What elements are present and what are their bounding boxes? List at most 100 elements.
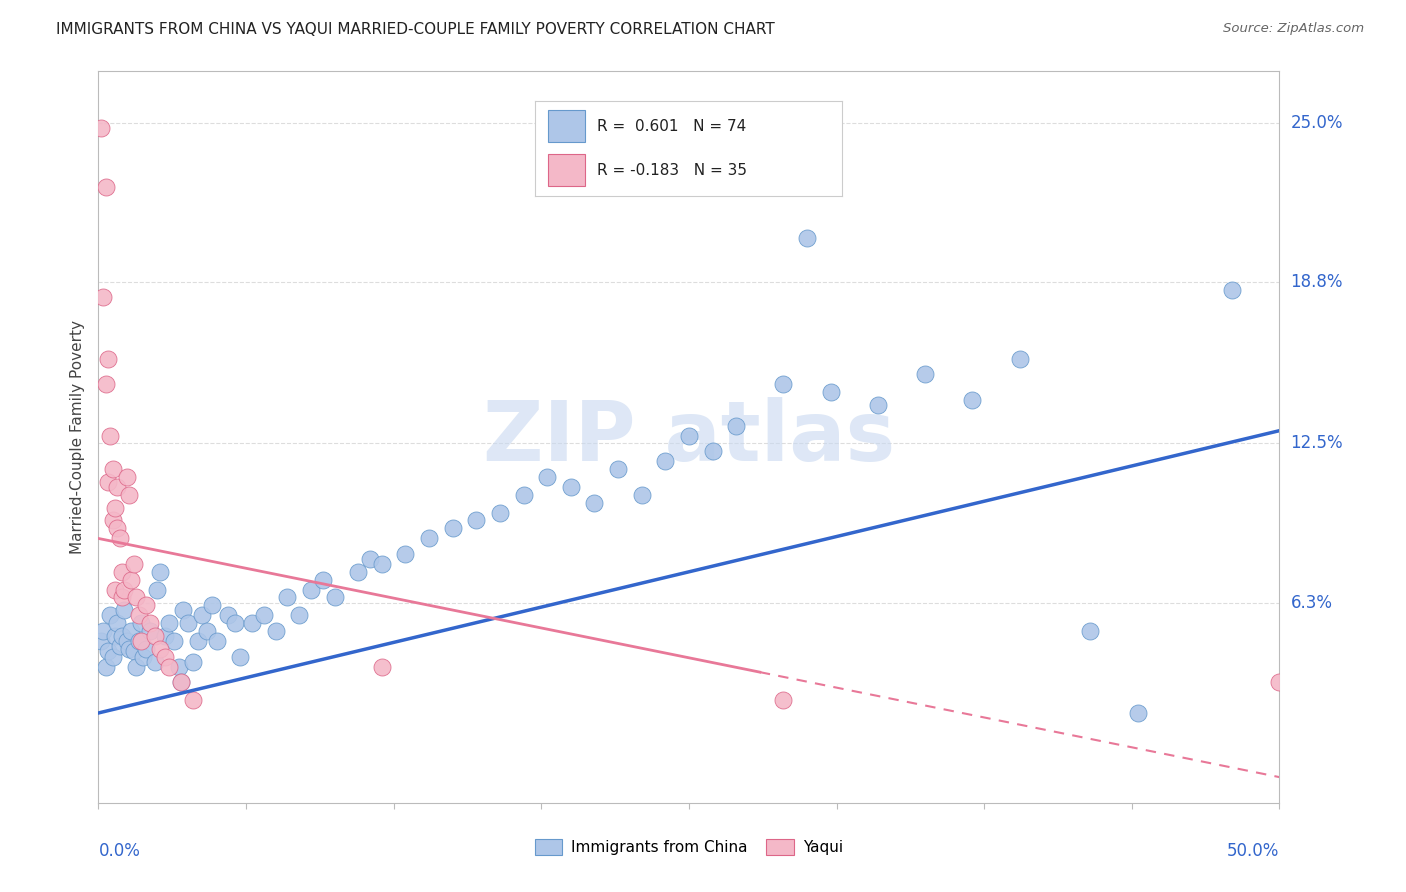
Point [139,616,162,631]
Point [105,616,128,631]
Point [866,398,889,412]
Point [105,480,128,494]
Point [725,418,748,433]
Point [181,655,204,669]
Point [129,616,152,631]
Point [1008,351,1031,366]
Point [149,565,172,579]
Point [630,488,652,502]
Text: ZIP atlas: ZIP atlas [482,397,896,477]
Point [312,573,335,587]
Point [132,649,155,664]
Point [153,629,176,643]
Y-axis label: Married-Couple Family Poverty: Married-Couple Family Poverty [70,320,86,554]
Point [108,639,131,653]
Point [654,454,676,468]
Point [276,591,298,605]
Point [163,634,186,648]
Point [101,649,124,664]
Point [118,641,141,656]
Point [702,444,724,458]
Point [371,660,394,674]
Point [115,470,138,484]
Point [146,582,169,597]
Point [105,521,128,535]
Point [394,547,416,561]
Point [125,660,148,674]
Point [101,514,124,528]
Point [1268,675,1291,690]
Point [94,660,117,674]
Point [122,557,145,571]
Point [1126,706,1149,720]
Point [112,603,135,617]
Point [94,377,117,392]
Point [125,591,148,605]
Point [796,231,818,245]
Point [121,624,143,638]
Text: 12.5%: 12.5% [1291,434,1343,452]
Text: 25.0%: 25.0% [1291,113,1343,132]
Text: 6.3%: 6.3% [1291,593,1333,612]
Text: 50.0%: 50.0% [1227,842,1279,860]
Point [108,532,131,546]
Point [98,429,121,443]
Point [135,641,157,656]
Point [139,624,162,638]
Point [1080,624,1102,638]
Point [170,675,193,690]
Point [112,582,135,597]
Point [98,608,121,623]
Point [111,565,134,579]
Point [205,634,228,648]
Point [583,495,606,509]
Point [128,608,150,623]
Point [97,351,120,366]
Point [149,641,172,656]
Point [91,624,114,638]
Legend: Immigrants from China, Yaqui: Immigrants from China, Yaqui [529,833,849,861]
Point [264,624,287,638]
Point [97,644,120,658]
Text: 18.8%: 18.8% [1291,273,1343,291]
Point [224,616,246,631]
Point [128,634,150,648]
Point [122,644,145,658]
Point [90,120,112,135]
Text: Source: ZipAtlas.com: Source: ZipAtlas.com [1223,22,1364,36]
Point [253,608,276,623]
Point [607,462,630,476]
Point [299,582,322,597]
Point [153,649,176,664]
Point [418,532,440,546]
Point [90,634,112,648]
Point [104,500,127,515]
Point [94,179,117,194]
Point [914,368,936,382]
Point [91,290,114,304]
Point [97,475,120,489]
Point [678,429,700,443]
Point [229,649,252,664]
Point [167,660,190,674]
Point [1220,283,1243,297]
Point [135,598,157,612]
Point [118,488,141,502]
Point [181,693,204,707]
Point [560,480,582,494]
Text: 0.0%: 0.0% [98,842,141,860]
Point [512,488,534,502]
Text: IMMIGRANTS FROM CHINA VS YAQUI MARRIED-COUPLE FAMILY POVERTY CORRELATION CHART: IMMIGRANTS FROM CHINA VS YAQUI MARRIED-C… [56,22,775,37]
Point [187,634,209,648]
Point [536,470,558,484]
Point [441,521,464,535]
Point [465,514,488,528]
Point [143,655,166,669]
Point [170,675,193,690]
Point [201,598,224,612]
Point [489,506,512,520]
Point [157,616,180,631]
Point [143,629,166,643]
Point [129,634,152,648]
Point [288,608,311,623]
